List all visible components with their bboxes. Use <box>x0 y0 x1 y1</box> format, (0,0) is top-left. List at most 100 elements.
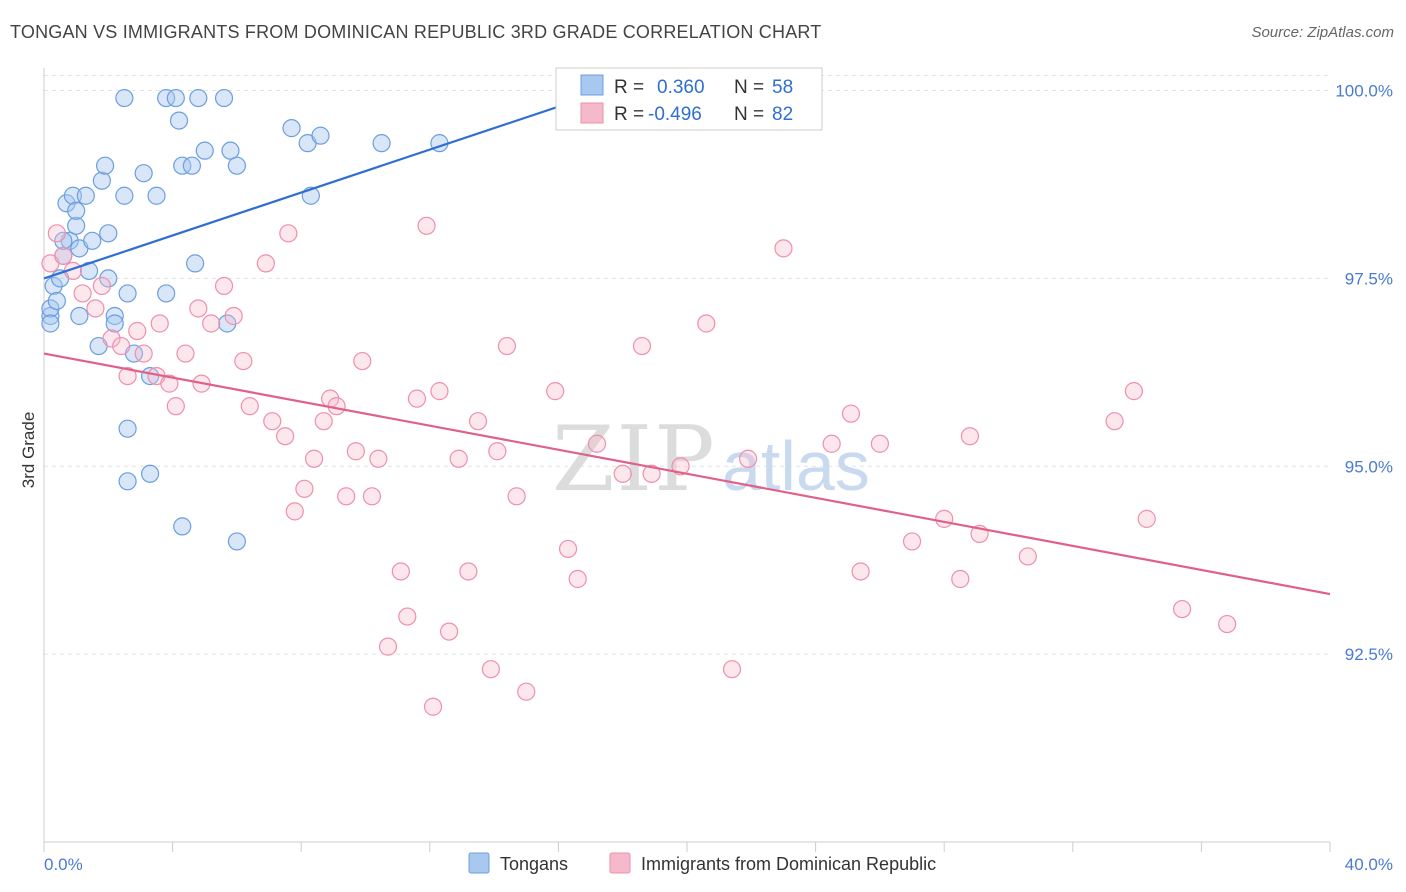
tongans-point <box>41 314 60 333</box>
dominican-point <box>391 562 410 581</box>
tongans-point <box>99 269 118 288</box>
tongans-point <box>67 216 86 235</box>
dominican-point <box>102 329 121 348</box>
dominican-point <box>722 660 742 679</box>
dominican-point <box>430 382 449 401</box>
tongans-point <box>47 291 66 311</box>
dominican-point <box>92 276 111 296</box>
tongans-point <box>140 464 160 483</box>
bottom-legend-label-dominican: Immigrants from Dominican Republic <box>641 854 936 874</box>
dominican-point <box>488 442 507 461</box>
dominican-point <box>189 299 208 318</box>
dominican-point <box>902 532 922 551</box>
dominican-point <box>176 344 195 363</box>
dominican-point <box>1173 599 1192 619</box>
tick-labels: 92.5% 95.0% 97.5% 100.0% 0.0% 40.0% <box>44 82 1393 874</box>
dominican-point <box>546 382 565 401</box>
dominican-point <box>369 449 388 468</box>
bottom-legend-swatch-tongans <box>468 852 490 874</box>
dominican-point <box>1137 509 1156 528</box>
dominican-point <box>517 682 536 701</box>
axes <box>43 68 1331 852</box>
watermark-atlas: atlas <box>722 427 870 505</box>
dominican-point <box>150 314 169 333</box>
tongans-point <box>227 156 246 175</box>
dominican-point <box>468 412 488 431</box>
tongans-point <box>70 306 89 326</box>
tongans-point <box>118 419 137 438</box>
tongans-point <box>282 119 301 138</box>
dominican-point <box>774 239 793 258</box>
dominican-point <box>1124 382 1143 401</box>
legend-n-value-1: 58 <box>772 77 793 98</box>
dominican-point <box>407 389 427 408</box>
dominican-point <box>73 284 92 303</box>
dominican-point <box>507 487 526 506</box>
dominican-point <box>613 464 632 483</box>
tongans-point <box>105 306 124 326</box>
tongans-point <box>195 141 214 160</box>
dominican-point <box>346 442 365 461</box>
dominican-point <box>279 224 298 243</box>
dominican-point <box>234 351 253 371</box>
legend-n-label-1: N = <box>734 77 764 98</box>
tongans-point <box>311 126 330 145</box>
tongans-point <box>99 224 118 243</box>
dominican-point <box>240 397 259 416</box>
dominican-point <box>558 539 578 559</box>
tongans-point <box>221 141 240 160</box>
tongans-point <box>76 186 95 205</box>
tongans-point <box>105 314 124 333</box>
dominican-point <box>256 254 275 273</box>
dominican-point <box>642 464 661 483</box>
dominican-point <box>481 660 500 679</box>
dominican-point <box>166 397 185 416</box>
legend-r-value-2: -0.496 <box>648 104 702 125</box>
tongans-point <box>95 156 115 175</box>
dominican-point <box>54 246 73 265</box>
dominican-point <box>960 427 980 446</box>
tongans-point <box>118 284 137 303</box>
dominican-point <box>935 509 954 528</box>
tongans-point <box>63 186 83 205</box>
tongans-point <box>54 231 73 250</box>
legend-n-value-2: 82 <box>772 104 793 125</box>
tongans-point <box>41 306 60 326</box>
dominican-point <box>822 434 841 453</box>
dominican-point <box>47 224 66 243</box>
dominican-point <box>263 412 282 431</box>
dominican-point <box>417 216 436 235</box>
dominican-point <box>459 562 478 581</box>
dominican-point <box>337 487 356 506</box>
tongans-point <box>67 201 86 220</box>
y-tick-label: 100.0% <box>1335 82 1393 101</box>
correlation-legend: R = 0.360 N = 58 R = -0.496 N = 82 <box>555 67 823 131</box>
series-legend: Tongans Immigrants from Dominican Republ… <box>468 852 936 874</box>
dominican-point <box>697 314 716 333</box>
tongans-point <box>157 88 176 108</box>
legend-r-label-2: R = <box>614 104 644 125</box>
dominican-point <box>304 449 324 468</box>
tongans-point <box>57 194 76 213</box>
dominican-point <box>632 336 652 356</box>
dominican-point <box>134 344 153 363</box>
tongans-point <box>44 276 63 296</box>
x-tick-label-min: 0.0% <box>44 855 83 874</box>
dominican-point <box>295 479 314 498</box>
legend-swatch-tongans <box>580 74 604 96</box>
tongans-point <box>186 254 205 273</box>
dominican-point <box>160 374 179 393</box>
dominican-trend-line <box>43 352 1331 596</box>
dominican-point <box>870 434 890 453</box>
tongans-point <box>157 284 176 303</box>
dominican-point <box>276 427 295 446</box>
legend-r-value-1: 0.360 <box>657 77 705 98</box>
y-tick-label: 92.5% <box>1345 645 1393 664</box>
x-tick-label-max: 40.0% <box>1345 855 1393 874</box>
dominican-point <box>118 366 137 386</box>
dominican-point <box>951 569 970 589</box>
tongans-point <box>218 314 237 333</box>
dominican-point <box>128 321 147 341</box>
tongans-point <box>147 186 166 205</box>
